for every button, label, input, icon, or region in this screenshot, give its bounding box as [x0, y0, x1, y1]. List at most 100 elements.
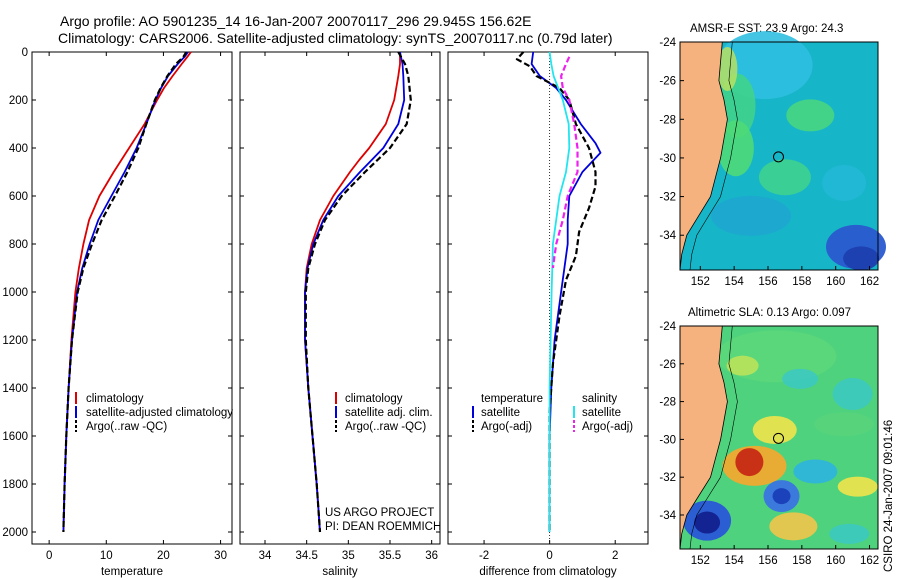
map-lon-label: 162	[860, 555, 879, 567]
temperature-series-argo	[62, 51, 188, 533]
map-lat-label: -34	[659, 230, 676, 242]
temperature-panel: 0 10 20 30 temperature 0 200 400 600 800 1000 1200 1…	[2, 47, 233, 578]
map-lat-label: -28	[659, 397, 676, 409]
float-position-marker	[772, 432, 784, 444]
sla-field-patch	[716, 330, 837, 383]
sla-field-patch	[735, 448, 764, 477]
legend-salinity-title: salinity	[582, 393, 617, 405]
map-lat-label: -24	[659, 37, 676, 49]
footer-timestamp: CSIRO 24-Jan-2007 09:01:46	[883, 420, 895, 572]
map-lon-label: 158	[792, 276, 811, 288]
map-lon-label: 156	[758, 555, 777, 567]
map-lon-label: 154	[725, 276, 745, 288]
map-lat-label: -24	[659, 321, 676, 333]
legend-diff-temp-satellite-label: satellite	[481, 407, 520, 419]
depth-tick-label: 1800	[2, 479, 28, 491]
sst-map: -24 -26 -28 -30 -32 -34 152 154 156 158 160 162	[659, 31, 886, 288]
difference-xtick-label: 2	[612, 550, 618, 562]
map-lat-label: -34	[659, 510, 676, 522]
map-lon-label: 162	[860, 276, 879, 288]
difference-xlabel: difference from climatology	[479, 566, 616, 578]
salinity-xtick-label: 35	[342, 550, 355, 562]
legend-argo-label: Argo(..raw -QC)	[86, 421, 167, 433]
salinity-xtick-label: 35.5	[379, 550, 401, 562]
salinity-legend: climatology satellite adj. clim. Argo(..…	[335, 392, 433, 433]
depth-tick-label: 1200	[2, 335, 28, 347]
difference-legend: temperature satellite Argo(-adj) salinit…	[472, 393, 633, 433]
difference-series-sal-satellite	[548, 51, 571, 532]
map-lon-label: 154	[725, 555, 745, 567]
sla-map-frame	[679, 325, 879, 550]
map-lat-label: -30	[659, 434, 676, 446]
salinity-xtick-label: 34	[259, 550, 272, 562]
map-lon-label: 160	[826, 555, 845, 567]
depth-tick-label: 1400	[2, 383, 28, 395]
sst-field-patch	[717, 47, 738, 92]
difference-panel: -2 0 2 difference from climatology	[447, 51, 649, 578]
salinity-series-argo	[304, 51, 412, 533]
map-lat-label: -28	[659, 114, 676, 126]
depth-tick-label: 800	[9, 239, 28, 251]
shelf-contour	[689, 325, 738, 550]
depth-tick-label: 600	[9, 191, 28, 203]
salinity-xlabel: salinity	[322, 566, 357, 578]
legend-sal-satellite-label: satellite adj. clim.	[345, 407, 433, 419]
difference-series-temp-satellite	[530, 51, 602, 532]
sla-field-patch	[837, 476, 878, 497]
sst-field-patch	[711, 195, 792, 236]
difference-series-sal-argo	[551, 56, 579, 269]
sla-map-title: Altimetric SLA: 0.13 Argo: 0.097	[688, 307, 851, 319]
sla-field-patch	[814, 412, 875, 437]
legend-satellite-label: satellite-adjusted climatology	[86, 407, 233, 419]
title-line-2: Climatology: CARS2006. Satellite-adjuste…	[58, 30, 613, 46]
temperature-legend: climatology satellite-adjusted climatolo…	[75, 392, 233, 433]
sla-field-patch	[694, 511, 721, 534]
map-lon-label: 152	[691, 555, 710, 567]
map-lat-label: -26	[659, 76, 676, 88]
sla-field-patch	[769, 512, 818, 541]
shelf-contour	[689, 41, 738, 271]
depth-tick-label: 0	[22, 47, 28, 59]
salinity-axes-box	[239, 51, 441, 545]
map-lon-label: 158	[792, 555, 811, 567]
sla-field-patch	[752, 415, 797, 444]
sla-field-patch	[772, 488, 791, 505]
depth-tick-label: 1600	[2, 431, 28, 443]
temperature-xtick-label: 20	[157, 550, 170, 562]
temperature-axes-box	[31, 51, 233, 545]
temperature-xtick-label: 30	[214, 550, 227, 562]
legend-diff-sal-satellite-label: satellite	[582, 407, 621, 419]
sst-map-frame	[679, 41, 879, 271]
sla-field-patch	[832, 378, 873, 411]
sst-field-patch	[822, 165, 867, 202]
float-position-marker	[772, 151, 784, 163]
legend-sal-argo-label: Argo(..raw -QC)	[345, 421, 426, 433]
credit-project: US ARGO PROJECT	[325, 507, 434, 519]
legend-sal-climatology-label: climatology	[345, 393, 403, 405]
difference-axes-box	[447, 51, 649, 545]
title-line-1: Argo profile: AO 5901235_14 16-Jan-2007 …	[60, 13, 531, 29]
sla-field-patch	[782, 368, 819, 389]
legend-diff-temp-argo-label: Argo(-adj)	[481, 421, 532, 433]
map-lon-label: 156	[758, 276, 777, 288]
salinity-xtick-label: 36	[425, 550, 438, 562]
sla-field-patch	[726, 355, 759, 376]
salinity-xtick-label: 34.5	[295, 550, 317, 562]
depth-tick-label: 400	[9, 143, 28, 155]
legend-diff-sal-argo-label: Argo(-adj)	[582, 421, 633, 433]
sst-map-title: AMSR-E SST: 23.9 Argo: 24.3	[690, 23, 843, 35]
sla-map: -24 -26 -28 -30 -32 -34 152 154 156 158 160 162	[659, 321, 879, 567]
land-area	[679, 325, 728, 550]
depth-tick-label: 2000	[2, 527, 28, 539]
temperature-xtick-label: 10	[100, 550, 113, 562]
depth-tick-label: 1000	[2, 287, 28, 299]
map-lat-label: -30	[659, 153, 676, 165]
salinity-panel: 34 34.5 35 35.5 36 salinity	[239, 51, 441, 578]
temperature-xtick-label: 0	[46, 550, 52, 562]
depth-tick-label: 200	[9, 95, 28, 107]
map-lat-label: -26	[659, 359, 676, 371]
land-area	[679, 41, 728, 271]
difference-xtick-label: -2	[479, 550, 489, 562]
sst-field-patch	[786, 99, 835, 132]
difference-series-temp-argo	[515, 51, 597, 532]
